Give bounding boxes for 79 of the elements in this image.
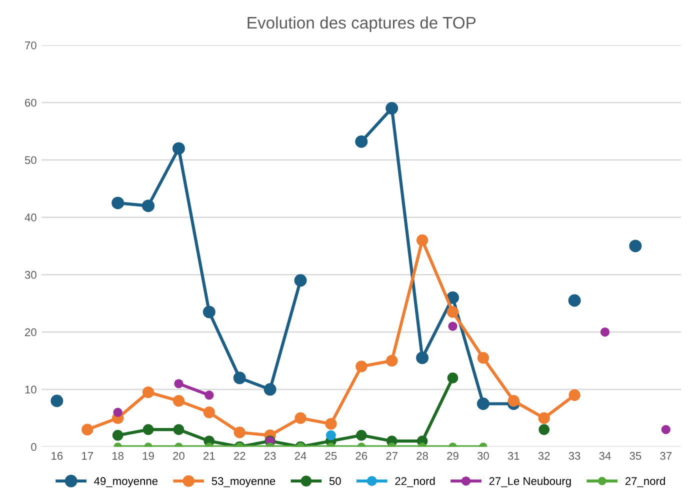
point: [202, 306, 216, 318]
y-tick-label: 20: [25, 328, 36, 336]
point: [356, 360, 368, 372]
point: [82, 424, 94, 436]
y-tick-label: 60: [25, 98, 36, 107]
point: [476, 398, 490, 410]
point: [234, 426, 246, 438]
x-tick-label: 30: [477, 452, 489, 460]
point: [294, 412, 306, 424]
legend-label: 49_moyenne: [94, 477, 158, 488]
point: [172, 395, 185, 407]
x-tick-label: 22: [234, 452, 246, 460]
point: [326, 430, 336, 440]
x-tick-label: 29: [447, 452, 458, 460]
x-tick-label: 17: [82, 452, 93, 460]
point: [204, 390, 214, 400]
y-tick-label: 40: [24, 214, 36, 222]
x-tick-label: 37: [660, 452, 672, 460]
x-tick-label: 34: [599, 452, 611, 460]
x-tick-label: 24: [294, 452, 306, 460]
y-tick-label: 70: [25, 41, 36, 50]
point: [174, 379, 184, 388]
chart-title: Evolution des captures de TOP: [248, 16, 476, 32]
point: [112, 430, 124, 441]
legend-label: 27_nord: [625, 476, 665, 488]
x-tick-label: 33: [568, 452, 580, 460]
x-tick-label: 18: [112, 452, 124, 460]
point: [416, 352, 429, 364]
point: [568, 389, 580, 401]
x-tick-label: 16: [52, 452, 63, 460]
point: [447, 372, 458, 384]
point: [355, 135, 368, 148]
x-tick-label: 21: [204, 452, 215, 460]
legend-label: 50: [329, 477, 341, 486]
point: [172, 142, 185, 155]
point: [446, 291, 459, 304]
point: [629, 240, 642, 252]
point: [446, 306, 459, 318]
point: [142, 424, 154, 435]
point: [294, 274, 307, 287]
point: [538, 424, 550, 435]
point: [356, 430, 367, 441]
point: [386, 354, 398, 367]
x-tick-label: 23: [264, 452, 276, 460]
point: [233, 372, 246, 384]
point: [50, 394, 64, 408]
point: [477, 352, 490, 364]
point: [142, 386, 154, 398]
x-tick-label: 32: [538, 452, 550, 460]
point: [203, 406, 215, 418]
legend-label: 22_nord: [395, 476, 435, 488]
point: [173, 424, 184, 435]
point: [112, 196, 124, 210]
point: [325, 418, 337, 430]
x-tick-label: 27: [386, 452, 398, 460]
point: [264, 383, 276, 396]
point: [142, 200, 155, 212]
y-tick-label: 50: [24, 156, 36, 164]
x-tick-label: 26: [356, 452, 368, 460]
y-tick-label: 10: [25, 386, 36, 394]
x-tick-label: 20: [173, 452, 184, 460]
legend-label: 53_moyenne: [212, 477, 276, 488]
x-tick-label: 28: [416, 452, 428, 460]
point: [416, 234, 428, 246]
point: [538, 412, 550, 424]
point: [600, 327, 610, 337]
legend-label: 27_Le Neubourg: [489, 476, 571, 488]
x-tick-label: 35: [630, 452, 642, 460]
point: [113, 408, 122, 417]
point: [508, 395, 520, 407]
point: [661, 424, 670, 434]
point: [386, 102, 398, 115]
x-tick-label: 25: [325, 452, 337, 460]
point: [568, 294, 581, 307]
x-tick-label: 31: [508, 452, 520, 460]
y-tick-label: 30: [24, 270, 36, 279]
y-tick-label: 0: [31, 443, 36, 451]
x-tick-label: 19: [142, 452, 154, 460]
point: [448, 322, 458, 331]
